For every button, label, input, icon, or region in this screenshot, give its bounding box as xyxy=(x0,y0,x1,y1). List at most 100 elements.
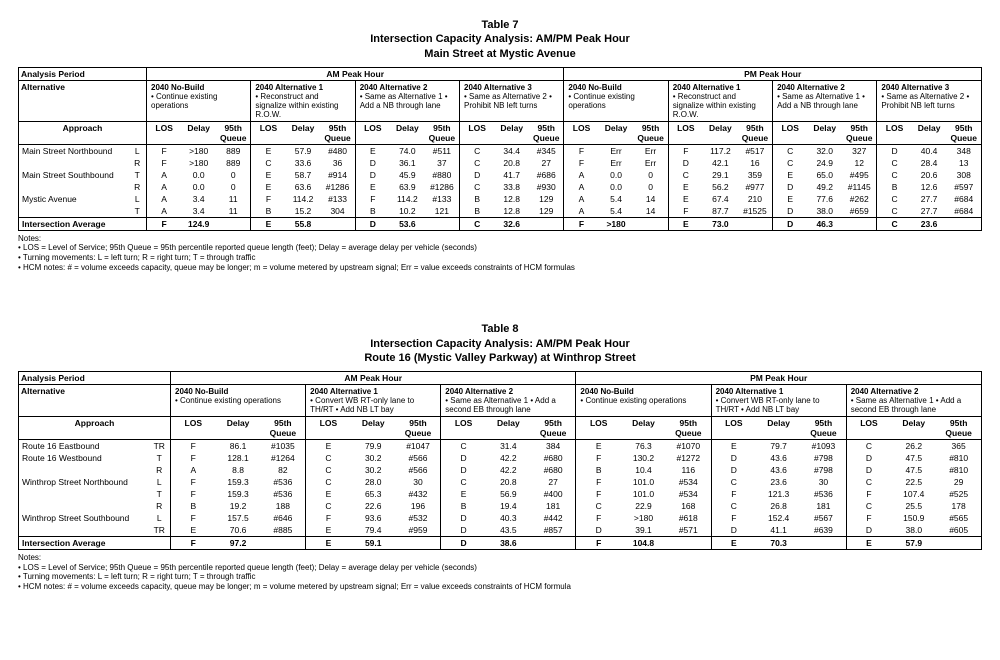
alt-cell: 2040 Alternative 1• Reconstruct and sign… xyxy=(251,80,355,121)
cell: 27 xyxy=(529,157,564,169)
approach-name: Route 16 Westbound xyxy=(19,452,149,464)
table-row: RA8.882C30.2#566D42.2#680B10.4116D43.6#7… xyxy=(19,464,982,476)
cell: 20.6 xyxy=(912,169,947,181)
cell: 56.2 xyxy=(703,181,738,193)
cell: A xyxy=(564,193,599,205)
cell: #659 xyxy=(842,205,877,218)
cell: #262 xyxy=(842,193,877,205)
cell: #495 xyxy=(842,169,877,181)
cell: B xyxy=(576,464,621,476)
alt-cell: 2040 No-Build• Continue existing operati… xyxy=(564,80,668,121)
movement: L xyxy=(129,144,147,157)
cell: #798 xyxy=(801,452,846,464)
cell: #959 xyxy=(396,524,441,537)
cell: 79.4 xyxy=(351,524,396,537)
cell: F xyxy=(171,440,216,453)
cell: #597 xyxy=(946,181,981,193)
cell: #885 xyxy=(261,524,306,537)
cell: 34.4 xyxy=(494,144,529,157)
alt-cell: 2040 No-Build• Continue existing operati… xyxy=(171,385,306,417)
period-row: Analysis Period AM Peak Hour PM Peak Hou… xyxy=(19,372,982,385)
table-row: Main Street NorthboundLF>180889E57.9#480… xyxy=(19,144,982,157)
cell: 10.2 xyxy=(390,205,425,218)
alt-cell: 2040 No-Build• Continue existing operati… xyxy=(576,385,711,417)
cell: 0.0 xyxy=(181,181,216,193)
cell: 5.4 xyxy=(599,205,634,218)
cell: E xyxy=(171,524,216,537)
cell: 42.2 xyxy=(486,464,531,476)
cell: #400 xyxy=(531,488,576,500)
cell: B xyxy=(441,500,486,512)
cell: 168 xyxy=(666,500,711,512)
approach-label: Approach xyxy=(19,121,147,144)
alt-cell: 2040 No-Build• Continue existing operati… xyxy=(147,80,251,121)
cell: C xyxy=(441,476,486,488)
cell: 19.2 xyxy=(216,500,261,512)
cell: 348 xyxy=(946,144,981,157)
cell: 210 xyxy=(738,193,773,205)
cell: 22.5 xyxy=(891,476,936,488)
cell: 327 xyxy=(842,144,877,157)
cell: 12.6 xyxy=(912,181,947,193)
cell: #511 xyxy=(425,144,460,157)
intersection-average: Intersection Average F124.9 E55.8 D53.6 … xyxy=(19,217,982,230)
alt-cell: 2040 Alternative 3• Same as Alternative … xyxy=(877,80,982,121)
alt-cell: 2040 Alternative 3• Same as Alternative … xyxy=(460,80,564,121)
cell: 121.3 xyxy=(756,488,801,500)
cell: #1272 xyxy=(666,452,711,464)
cell: B xyxy=(171,500,216,512)
table-row: Mystic AvenueLA3.411F114.2#133F114.2#133… xyxy=(19,193,982,205)
cell: C xyxy=(846,500,891,512)
cell: D xyxy=(711,452,756,464)
cell: F xyxy=(576,488,621,500)
cell: 188 xyxy=(261,500,306,512)
movement: L xyxy=(129,193,147,205)
cell: D xyxy=(773,205,808,218)
cell: 0.0 xyxy=(181,169,216,181)
cell: 128.1 xyxy=(216,452,261,464)
cell: 29.1 xyxy=(703,169,738,181)
cell: D xyxy=(668,157,703,169)
cell: D xyxy=(355,169,390,181)
approach-name: Route 16 Eastbound xyxy=(19,440,149,453)
approach-label: Approach xyxy=(19,417,171,440)
movement: T xyxy=(149,452,171,464)
alt-label: Alternative xyxy=(19,80,147,121)
cell: #930 xyxy=(529,181,564,193)
table-row: RA0.00E63.6#1286E63.9#1286C33.8#930A0.00… xyxy=(19,181,982,193)
table-row: RB19.2188C22.6196B19.4181C22.9168C26.818… xyxy=(19,500,982,512)
cell: 114.2 xyxy=(286,193,321,205)
cell: #639 xyxy=(801,524,846,537)
cell: 359 xyxy=(738,169,773,181)
cell: E xyxy=(711,440,756,453)
cell: #534 xyxy=(666,476,711,488)
cell: 15.2 xyxy=(286,205,321,218)
cell: B xyxy=(877,181,912,193)
alt-cell: 2040 Alternative 1• Convert WB RT-only l… xyxy=(711,385,846,417)
cell: 28.4 xyxy=(912,157,947,169)
cell: 49.2 xyxy=(807,181,842,193)
cell: #914 xyxy=(320,169,355,181)
cell: D xyxy=(846,464,891,476)
cell: 14 xyxy=(633,193,668,205)
cell: 86.1 xyxy=(216,440,261,453)
alt-cell: 2040 Alternative 2• Same as Alternative … xyxy=(846,385,981,417)
cell: Err xyxy=(633,144,668,157)
cell: D xyxy=(460,169,495,181)
cell: #1035 xyxy=(261,440,306,453)
column-headers: Approach LOSDelay95th Queue LOSDelay95th… xyxy=(19,121,982,144)
cell: 304 xyxy=(320,205,355,218)
approach-name xyxy=(19,205,129,218)
cell: F xyxy=(147,157,182,169)
cell: 82 xyxy=(261,464,306,476)
table-row: Route 16 EastboundTRF86.1#1035E79.9#1047… xyxy=(19,440,982,453)
cell: C xyxy=(711,500,756,512)
table-8-title: Table 8 Intersection Capacity Analysis: … xyxy=(18,322,982,365)
cell: 38.0 xyxy=(891,524,936,537)
period-label: Analysis Period xyxy=(19,67,147,80)
approach-name: Main Street Southbound xyxy=(19,169,129,181)
cell: 23.6 xyxy=(756,476,801,488)
cell: C xyxy=(460,157,495,169)
cell: #1286 xyxy=(425,181,460,193)
cell: D xyxy=(441,512,486,524)
